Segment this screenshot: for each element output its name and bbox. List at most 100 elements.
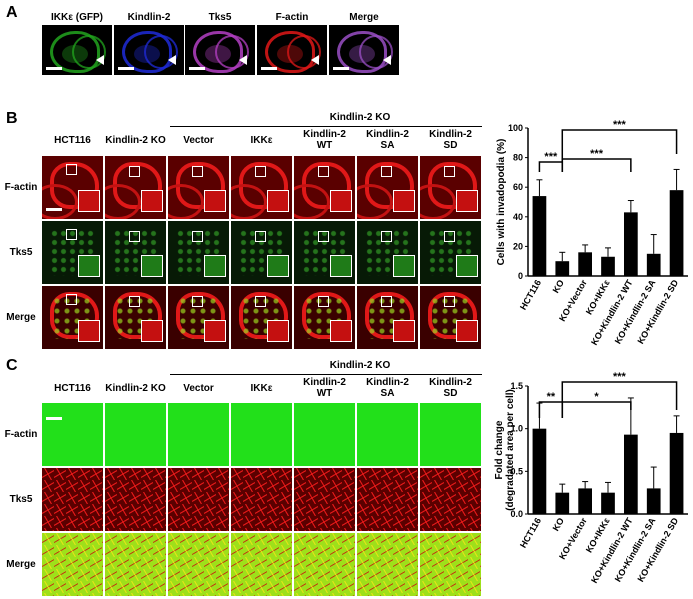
- y-tick-label: 60: [513, 182, 523, 192]
- bar: [533, 196, 547, 276]
- panel-c-image: [420, 468, 481, 531]
- roi-box: [192, 231, 203, 242]
- panel-a-image: [257, 25, 327, 75]
- zoom-inset: [204, 190, 226, 212]
- zoom-inset: [456, 190, 478, 212]
- panel-b-image: [231, 221, 292, 284]
- zoom-inset: [78, 320, 100, 342]
- panel-b-image: [168, 286, 229, 349]
- roi-box: [318, 296, 329, 307]
- arrowhead-icon: [383, 55, 391, 65]
- y-axis-label: (degradated area per cell): [505, 389, 516, 511]
- bar: [624, 212, 638, 276]
- panel-c-image: [42, 403, 103, 466]
- roi-box: [192, 166, 203, 177]
- roi-box: [444, 296, 455, 307]
- significance-bracket: [562, 159, 631, 172]
- bar: [601, 493, 615, 514]
- bar: [670, 190, 684, 276]
- arrowhead-icon: [239, 55, 247, 65]
- roi-box: [381, 166, 392, 177]
- panel-c-letter: C: [6, 357, 18, 375]
- panel-b-image: [420, 286, 481, 349]
- zoom-inset: [141, 190, 163, 212]
- panel-c-image: [357, 403, 418, 466]
- y-tick-label: 40: [513, 212, 523, 222]
- panel-c-image: [294, 403, 355, 466]
- roi-box: [444, 231, 455, 242]
- zoom-inset: [204, 255, 226, 277]
- panel-c-image: [105, 403, 166, 466]
- panel-c-row-label: F-actin: [2, 429, 40, 440]
- scale-bar: [46, 417, 62, 420]
- zoom-inset: [267, 255, 289, 277]
- roi-box: [255, 231, 266, 242]
- panel-c-image: [294, 468, 355, 531]
- panel-c-image: [420, 533, 481, 596]
- zoom-inset: [330, 320, 352, 342]
- roi-box: [192, 296, 203, 307]
- panel-c-image: [231, 468, 292, 531]
- significance-label: ***: [544, 151, 558, 163]
- panel-b-image: [168, 156, 229, 219]
- panel-c-image: [231, 403, 292, 466]
- y-axis-label: Cells with invadopodia (%): [496, 139, 507, 266]
- significance-bracket: [562, 130, 676, 172]
- roi-box: [66, 294, 77, 305]
- significance-label: *: [594, 391, 599, 403]
- significance-label: ***: [613, 119, 627, 131]
- zoom-inset: [78, 190, 100, 212]
- roi-box: [66, 164, 77, 175]
- panel-b-letter: B: [6, 110, 18, 128]
- degradation-bar-chart: 0.0 0.5 1.0 1.5 Fold change (degradated area …: [490, 370, 693, 599]
- panel-b-image: [231, 156, 292, 219]
- bar: [624, 435, 638, 514]
- zoom-inset: [393, 320, 415, 342]
- panel-b-image: [168, 221, 229, 284]
- panel-b-image: [294, 156, 355, 219]
- panel-c-group-label: Kindlin-2 KO: [300, 360, 420, 371]
- zoom-inset: [456, 320, 478, 342]
- bar: [533, 429, 547, 514]
- scale-bar: [46, 67, 62, 70]
- panel-c-column-header: Kindlin-2 SD: [412, 377, 489, 399]
- panel-b-image: [420, 221, 481, 284]
- panel-b-image: [42, 156, 103, 219]
- panel-b-image: [105, 286, 166, 349]
- panel-a-channel-label: Kindlin-2: [108, 12, 190, 23]
- scale-bar: [333, 67, 349, 70]
- roi-box: [381, 296, 392, 307]
- panel-c-image: [168, 403, 229, 466]
- significance-bracket: [539, 402, 562, 418]
- panel-a-channel-label: F-actin: [251, 12, 333, 23]
- bar: [670, 433, 684, 514]
- zoom-inset: [330, 190, 352, 212]
- zoom-inset: [141, 255, 163, 277]
- significance-bracket: [562, 382, 676, 418]
- bar: [601, 257, 615, 276]
- bar: [578, 252, 592, 276]
- panel-a-channel-label: Tks5: [179, 12, 261, 23]
- panel-b-row-label: Merge: [2, 312, 40, 323]
- panel-c-image: [357, 533, 418, 596]
- scale-bar: [118, 67, 134, 70]
- roi-box: [381, 231, 392, 242]
- panel-a-letter: A: [6, 4, 18, 22]
- roi-box: [444, 166, 455, 177]
- panel-c-image: [168, 533, 229, 596]
- roi-box: [66, 229, 77, 240]
- zoom-inset: [456, 255, 478, 277]
- roi-box: [129, 296, 140, 307]
- panel-c-image: [42, 533, 103, 596]
- panel-b-image: [42, 221, 103, 284]
- x-tick-label: KO: [551, 278, 566, 295]
- panel-b-image: [42, 286, 103, 349]
- panel-a-image: [42, 25, 112, 75]
- roi-box: [318, 166, 329, 177]
- bar: [555, 493, 569, 514]
- bar: [647, 488, 661, 514]
- panel-b-image: [420, 156, 481, 219]
- x-tick-label: HCT116: [518, 516, 543, 550]
- panel-b-group-line: [170, 126, 482, 127]
